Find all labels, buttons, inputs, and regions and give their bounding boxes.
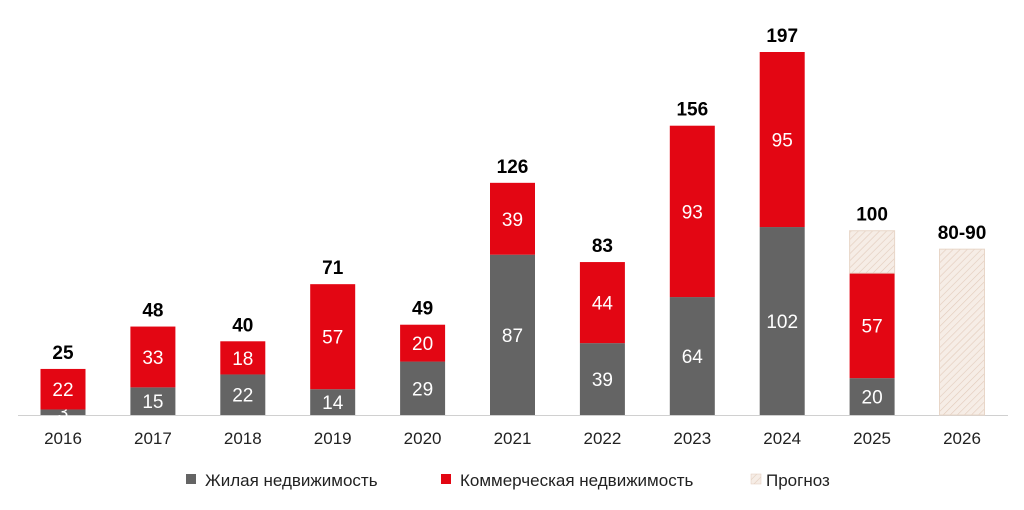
- x-tick-label: 2017: [134, 429, 172, 448]
- total-label-2026: 80-90: [938, 223, 987, 244]
- total-label-2025: 100: [856, 205, 888, 226]
- x-tick-label: 2025: [853, 429, 891, 448]
- bar-segment-commercial-2019: [310, 284, 356, 390]
- segment-label: 93: [682, 202, 703, 223]
- bar-segment-residential-2023: [669, 297, 715, 415]
- segment-label: 64: [682, 347, 704, 368]
- segment-label: 87: [502, 326, 523, 347]
- x-tick-label: 2018: [224, 429, 262, 448]
- bar-segment-commercial-2023: [669, 125, 715, 298]
- segment-label: 3: [58, 403, 69, 424]
- total-label-2024: 197: [766, 26, 798, 47]
- x-tick-label: 2023: [673, 429, 711, 448]
- total-label-2020: 49: [412, 299, 433, 320]
- bar-segment-commercial-2016: [40, 368, 86, 410]
- segment-label: 20: [412, 334, 433, 355]
- bar-segment-residential-2024: [759, 227, 805, 415]
- legend: Жилая недвижимость Коммерческая недвижим…: [186, 471, 830, 490]
- x-tick-label: 2020: [404, 429, 442, 448]
- bar-segment-commercial-2021: [490, 182, 535, 255]
- total-label-2021: 126: [497, 157, 529, 178]
- bar-segment-commercial-2017: [130, 326, 176, 388]
- total-label-2023: 156: [676, 100, 708, 121]
- segment-label: 33: [142, 348, 163, 369]
- segment-label: 18: [232, 349, 253, 370]
- bar-segment-residential-2020: [400, 361, 446, 415]
- bar-segment-residential-2025: [849, 378, 895, 415]
- total-label-2017: 48: [142, 301, 163, 322]
- x-tick-label: 2019: [314, 429, 352, 448]
- bar-segment-forecast-2026: [939, 248, 985, 416]
- legend-label-forecast: Прогноз: [766, 471, 830, 490]
- total-label-2016: 25: [52, 343, 74, 364]
- legend-label-commercial: Коммерческая недвижимость: [460, 471, 693, 490]
- segment-label: 57: [862, 317, 883, 338]
- segment-label: 39: [592, 370, 613, 391]
- x-tick-label: 2016: [44, 429, 82, 448]
- x-tick-label: 2026: [943, 429, 981, 448]
- total-label-2018: 40: [232, 315, 253, 336]
- bar-segment-residential-2019: [310, 389, 356, 415]
- legend-swatch-forecast: [750, 473, 762, 485]
- x-tick-label: 2021: [494, 429, 532, 448]
- legend-swatch-commercial: [441, 474, 451, 484]
- segment-label: 22: [52, 380, 73, 401]
- segment-label: 14: [322, 393, 344, 414]
- bar-segment-residential-2017: [130, 387, 176, 415]
- bar-segment-residential-2022: [579, 343, 625, 415]
- total-label-2022: 83: [592, 236, 613, 257]
- legend-swatch-residential: [186, 474, 196, 484]
- bar-segment-commercial-2024: [759, 52, 805, 228]
- total-label-2019: 71: [322, 258, 344, 279]
- bar-segment-commercial-2025: [849, 273, 895, 379]
- segment-label: 22: [232, 386, 253, 407]
- segment-label: 44: [592, 294, 614, 315]
- segment-label: 57: [322, 328, 343, 349]
- segment-label: 15: [142, 392, 163, 413]
- x-tick-label: 2024: [763, 429, 801, 448]
- bar-segment-forecast-2025: [849, 230, 896, 274]
- segment-label: 102: [766, 312, 798, 333]
- bar-segment-residential-2021: [490, 254, 535, 415]
- segment-label: 20: [862, 388, 883, 409]
- bar-segment-commercial-2022: [579, 262, 625, 344]
- segment-label: 39: [502, 210, 523, 231]
- segment-label: 95: [772, 131, 793, 152]
- legend-label-residential: Жилая недвижимость: [205, 471, 378, 490]
- bar-segment-commercial-2020: [400, 324, 446, 362]
- segment-label: 29: [412, 379, 433, 400]
- x-tick-label: 2022: [583, 429, 621, 448]
- bar-segment-commercial-2018: [220, 341, 266, 375]
- bar-segment-residential-2018: [220, 374, 266, 415]
- bar-segment-residential-2016: [40, 409, 86, 415]
